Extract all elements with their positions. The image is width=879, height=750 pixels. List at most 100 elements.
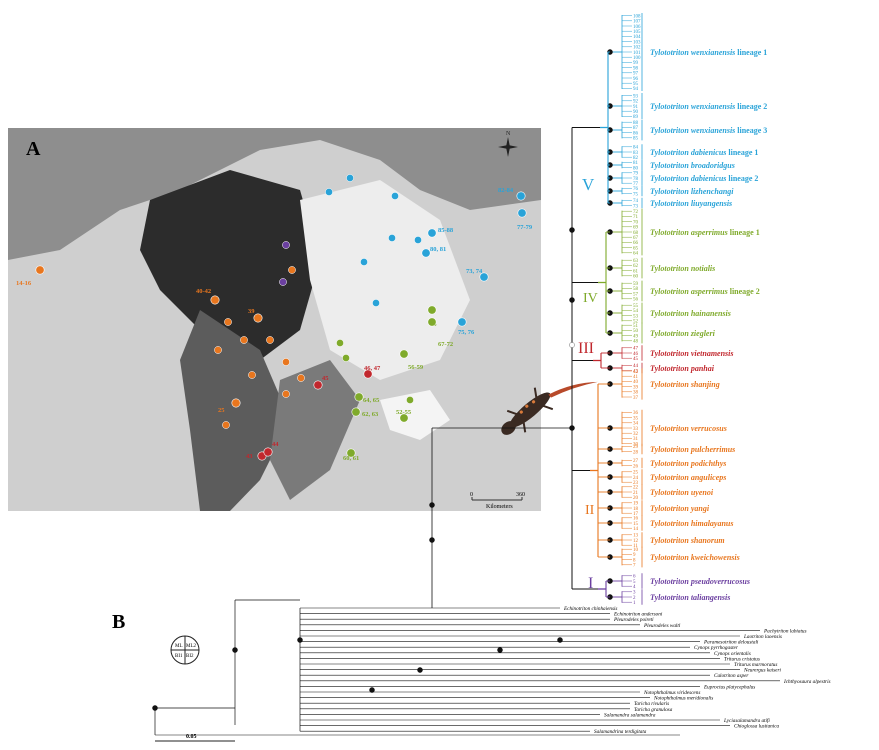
specimen-number: 3	[633, 591, 636, 596]
outgroup-label: Euproctus platycephalus	[703, 684, 755, 690]
map-point-marker	[517, 208, 527, 218]
outgroup-label: Laotriton laoensis	[743, 634, 782, 640]
outgroup-label: Taricha granulosa	[634, 707, 673, 713]
outgroup-label: Triturus marmoratus	[734, 662, 777, 668]
map-point-label: 25	[218, 407, 225, 414]
specimen-number: 66	[633, 241, 639, 246]
specimen-number: 44	[633, 364, 639, 369]
taxon-label: Tylototriton ziegleri	[650, 329, 716, 338]
map-point: 80, 81	[421, 246, 446, 258]
specimen-number: 52	[633, 320, 639, 325]
specimen-number: 107	[633, 20, 641, 25]
specimen-number: 36	[633, 411, 639, 416]
specimen-number: 14	[633, 527, 639, 532]
map-point: 45	[313, 375, 329, 390]
taxon-label: Tylototriton wenxianensis lineage 2	[650, 102, 767, 111]
map-terrain-south	[180, 310, 290, 511]
map-point-marker	[240, 336, 248, 344]
specimen-number: 35	[633, 416, 639, 421]
outgroup-label: Notophthalmus viridescens	[643, 690, 700, 696]
specimen-number: 5	[633, 580, 636, 585]
specimen-number: 57	[633, 292, 639, 297]
map-lowland	[300, 180, 470, 380]
taxon-label: Tylototriton liuyangensis	[650, 199, 732, 208]
map-sea	[380, 390, 450, 440]
scale-unit: Kilometers	[486, 504, 513, 510]
specimen-number: 108	[633, 14, 641, 19]
specimen-number: 89	[633, 115, 639, 120]
specimen-number: 25	[633, 471, 639, 476]
support-node	[569, 297, 575, 303]
specimen-number: 104	[633, 35, 641, 40]
support-node	[569, 227, 575, 233]
map-point-marker	[224, 318, 232, 326]
specimen-number: 82	[633, 156, 639, 161]
specimen-number: 22	[633, 486, 639, 491]
outgroup-label: Chioglossa lusitanica	[734, 724, 780, 730]
map-point: 25	[218, 398, 241, 414]
specimen-number: 72	[633, 210, 639, 215]
specimen-number: 68	[633, 231, 639, 236]
specimen-number: 61	[633, 269, 639, 274]
support-node	[152, 705, 158, 711]
map-point-marker	[325, 188, 333, 196]
map-point-marker	[248, 371, 256, 379]
specimen-number: 63	[633, 259, 639, 264]
map-point-marker	[342, 354, 350, 362]
outgroup-label: Taricha rivularis	[634, 701, 669, 707]
map-point-marker	[297, 374, 305, 382]
map-point-label: 52-55	[396, 409, 412, 416]
taxon-label: Tylototriton himalayanus	[650, 519, 734, 528]
support-node	[369, 687, 375, 693]
outgroup-label: Triturus cristatus	[724, 656, 760, 662]
specimen-number: 83	[633, 151, 639, 156]
map-point-label: 60, 61	[343, 455, 359, 462]
taxon-label: Tylototriton wenxianensis lineage 3	[650, 126, 767, 135]
taxon-label: Tylototriton asperrimus lineage 2	[650, 287, 760, 296]
support-node	[497, 647, 503, 653]
map-point: 67-72	[427, 317, 453, 348]
specimen-number: 40	[633, 380, 639, 385]
map-point-marker	[288, 266, 296, 274]
specimen-number: 27	[633, 459, 639, 464]
tree-scale-label: 0.05	[186, 734, 197, 740]
specimen-number: 4	[633, 585, 636, 590]
specimen-number: 91	[633, 105, 639, 110]
specimen-number: 71	[633, 215, 639, 220]
outgroup-label: Echinotriton andersoni	[613, 612, 663, 618]
taxon-label: Tylototriton podichthys	[650, 459, 726, 468]
specimen-number: 67	[633, 236, 639, 241]
specimen-number: 106	[633, 25, 641, 30]
specimen-number: 7	[633, 564, 636, 569]
specimen-number: 18	[633, 507, 639, 512]
map-point-marker	[336, 339, 344, 347]
specimen-number: 99	[633, 61, 639, 66]
specimen-number: 60	[633, 275, 639, 280]
clade-numeral: IV	[583, 291, 598, 306]
map-point-label: 45	[322, 375, 329, 382]
map-point-label: 73, 74	[466, 268, 483, 275]
specimen-number: 103	[633, 40, 641, 45]
map-point-label: 46, 47	[364, 365, 381, 372]
specimen-number: 19	[633, 502, 639, 507]
taxon-label: Tylototriton pseudoverrucosus	[650, 577, 750, 586]
specimen-number: 53	[633, 314, 639, 319]
specimen-number: 30	[633, 442, 639, 447]
map-point: 62, 63	[351, 407, 379, 418]
map-point-marker	[391, 192, 399, 200]
map-point: 77-79	[517, 208, 533, 231]
map-point: 44	[263, 441, 279, 457]
outgroup-label: Lyciasalamandra atifi	[723, 717, 770, 724]
specimen-number: 45	[633, 357, 639, 362]
taxon-label: Tylototriton dabienicus lineage 1	[650, 148, 758, 157]
outgroup-label: Echinotriton chinhaiensis	[563, 606, 617, 612]
specimen-number: 1	[633, 601, 636, 606]
outgroup-label: Cynops orientalis	[714, 651, 751, 657]
